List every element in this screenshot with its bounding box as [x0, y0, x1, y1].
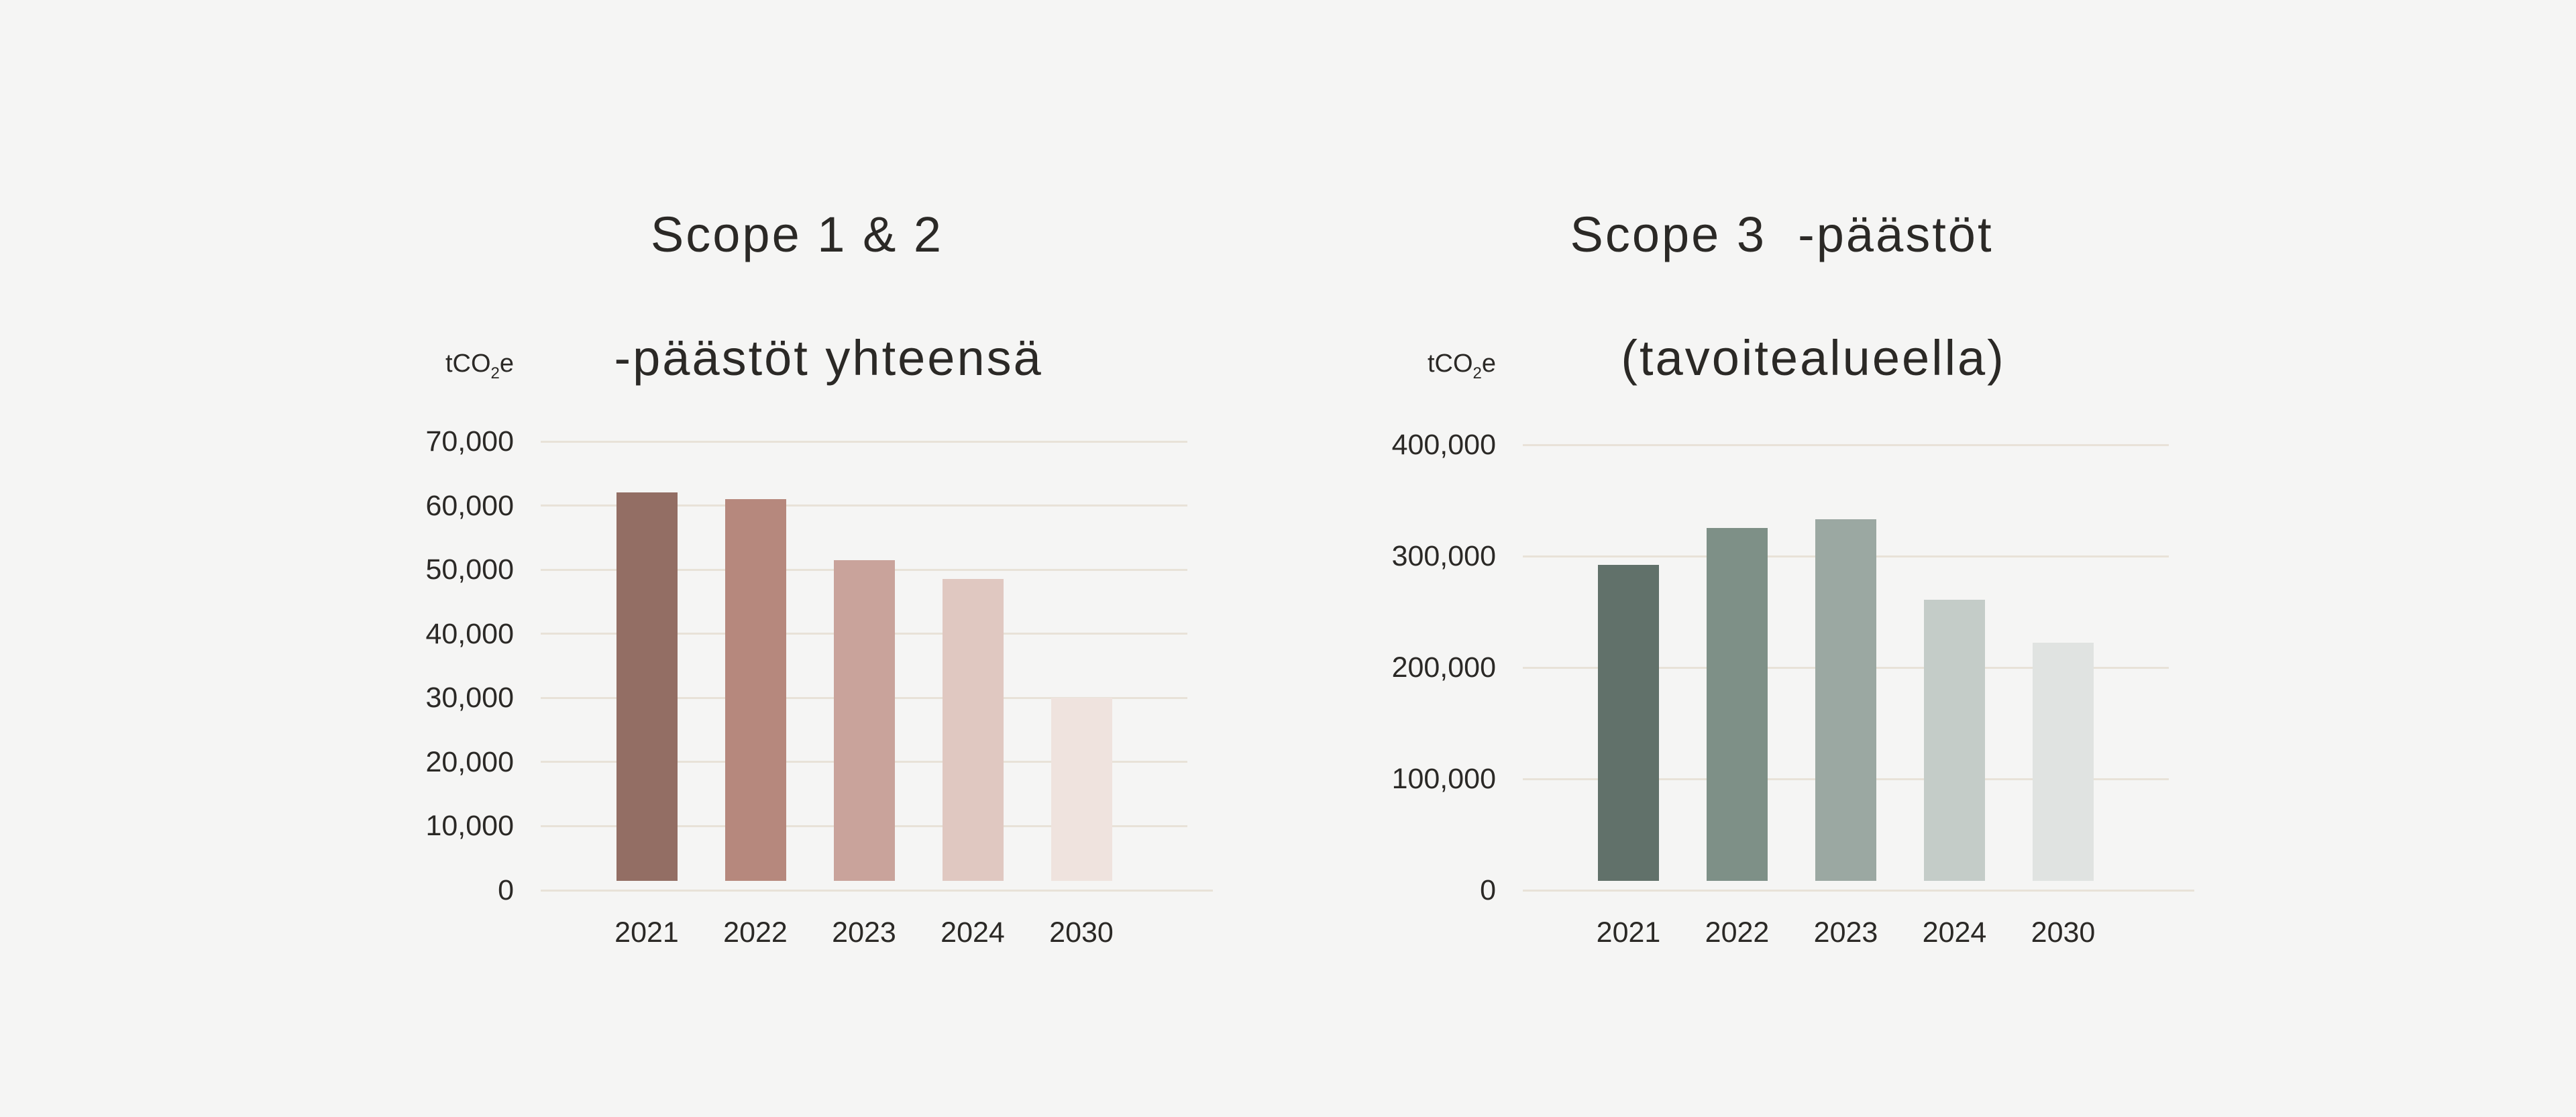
unit-prefix: tCO: [445, 350, 491, 378]
y-axis-tick-label: 400,000: [1391, 429, 1496, 461]
y-axis-unit-label: tCO2e: [1428, 349, 1496, 382]
x-axis-baseline: [541, 889, 1213, 892]
bar-2022: [1707, 528, 1768, 881]
bars: [1523, 519, 2169, 890]
chart-title-line-1: Scope 1 & 2: [650, 206, 944, 262]
y-axis-tick-label: 30,000: [425, 682, 514, 714]
chart-title: Scope 1 & 2 -päästöt yhteensä: [378, 204, 1216, 451]
bar-2022: [724, 499, 786, 881]
y-axis-tick-label: 0: [1480, 874, 1496, 906]
y-axis-labels: 70,000 60,000 50,000 40,000 30,000 20,000 10,0…: [378, 425, 514, 906]
plot-area: [541, 440, 1213, 892]
y-axis-tick-label: 300,000: [1391, 540, 1496, 572]
plot-area: [1523, 443, 2194, 892]
unit-suffix: e: [1481, 350, 1496, 378]
x-axis-tick-label: 2021: [1596, 916, 1661, 949]
x-axis-tick-label: 2023: [1813, 916, 1878, 949]
bar-2023: [1815, 519, 1876, 881]
x-axis-tick-label: 2021: [614, 916, 679, 949]
bar-2024: [1924, 600, 1985, 881]
gridline: [541, 440, 1187, 443]
x-axis-tick-label: 2022: [1705, 916, 1770, 949]
bar-2023: [833, 560, 895, 881]
y-axis-tick-label: 70,000: [425, 425, 514, 458]
unit-subscript: 2: [490, 364, 500, 382]
chart-title-line-2: -päästöt yhteensä: [614, 329, 1043, 386]
bar-2030: [1051, 698, 1112, 881]
unit-subscript: 2: [1472, 364, 1482, 382]
x-axis-labels: 2021 2022 2023 2024 2030: [541, 916, 1187, 949]
y-axis-unit-label: tCO2e: [445, 349, 514, 382]
x-axis-tick-label: 2030: [2031, 916, 2096, 949]
x-axis-tick-label: 2023: [832, 916, 896, 949]
x-axis-tick-label: 2024: [941, 916, 1005, 949]
unit-prefix: tCO: [1427, 350, 1473, 378]
scope-1-2-emissions-chart: Scope 1 & 2 -päästöt yhteensä tCO2e 70,0…: [378, 161, 1216, 1020]
chart-title: Scope 3 -päästöt (tavoitealueella): [1362, 204, 2201, 451]
y-axis-tick-label: 0: [498, 874, 514, 906]
y-axis-tick-label: 100,000: [1391, 763, 1496, 795]
bar-2021: [616, 492, 678, 881]
x-axis-tick-label: 2024: [1922, 916, 1987, 949]
y-axis-tick-label: 20,000: [425, 745, 514, 778]
x-axis-tick-label: 2022: [723, 916, 788, 949]
chart-title-line-1: Scope 3 -päästöt: [1570, 206, 1994, 262]
bars: [541, 492, 1187, 890]
bar-2021: [1598, 565, 1659, 881]
y-axis-labels: 400,000 300,000 200,000 100,000 0: [1362, 429, 1496, 906]
bar-2024: [942, 579, 1004, 881]
unit-suffix: e: [499, 350, 514, 378]
y-axis-tick-label: 50,000: [425, 553, 514, 586]
gridline: [1523, 443, 2169, 446]
y-axis-tick-label: 40,000: [425, 617, 514, 650]
x-axis-baseline: [1523, 889, 2194, 892]
chart-title-line-2: (tavoitealueella): [1621, 329, 2006, 386]
x-axis-tick-label: 2030: [1049, 916, 1114, 949]
bar-2030: [2033, 643, 2094, 881]
y-axis-tick-label: 200,000: [1391, 651, 1496, 684]
y-axis-tick-label: 10,000: [425, 810, 514, 843]
x-axis-labels: 2021 2022 2023 2024 2030: [1523, 916, 2169, 949]
y-axis-tick-label: 60,000: [425, 489, 514, 522]
scope-3-emissions-chart: Scope 3 -päästöt (tavoitealueella) tCO2e…: [1362, 161, 2201, 1020]
gridline: [541, 504, 1187, 507]
